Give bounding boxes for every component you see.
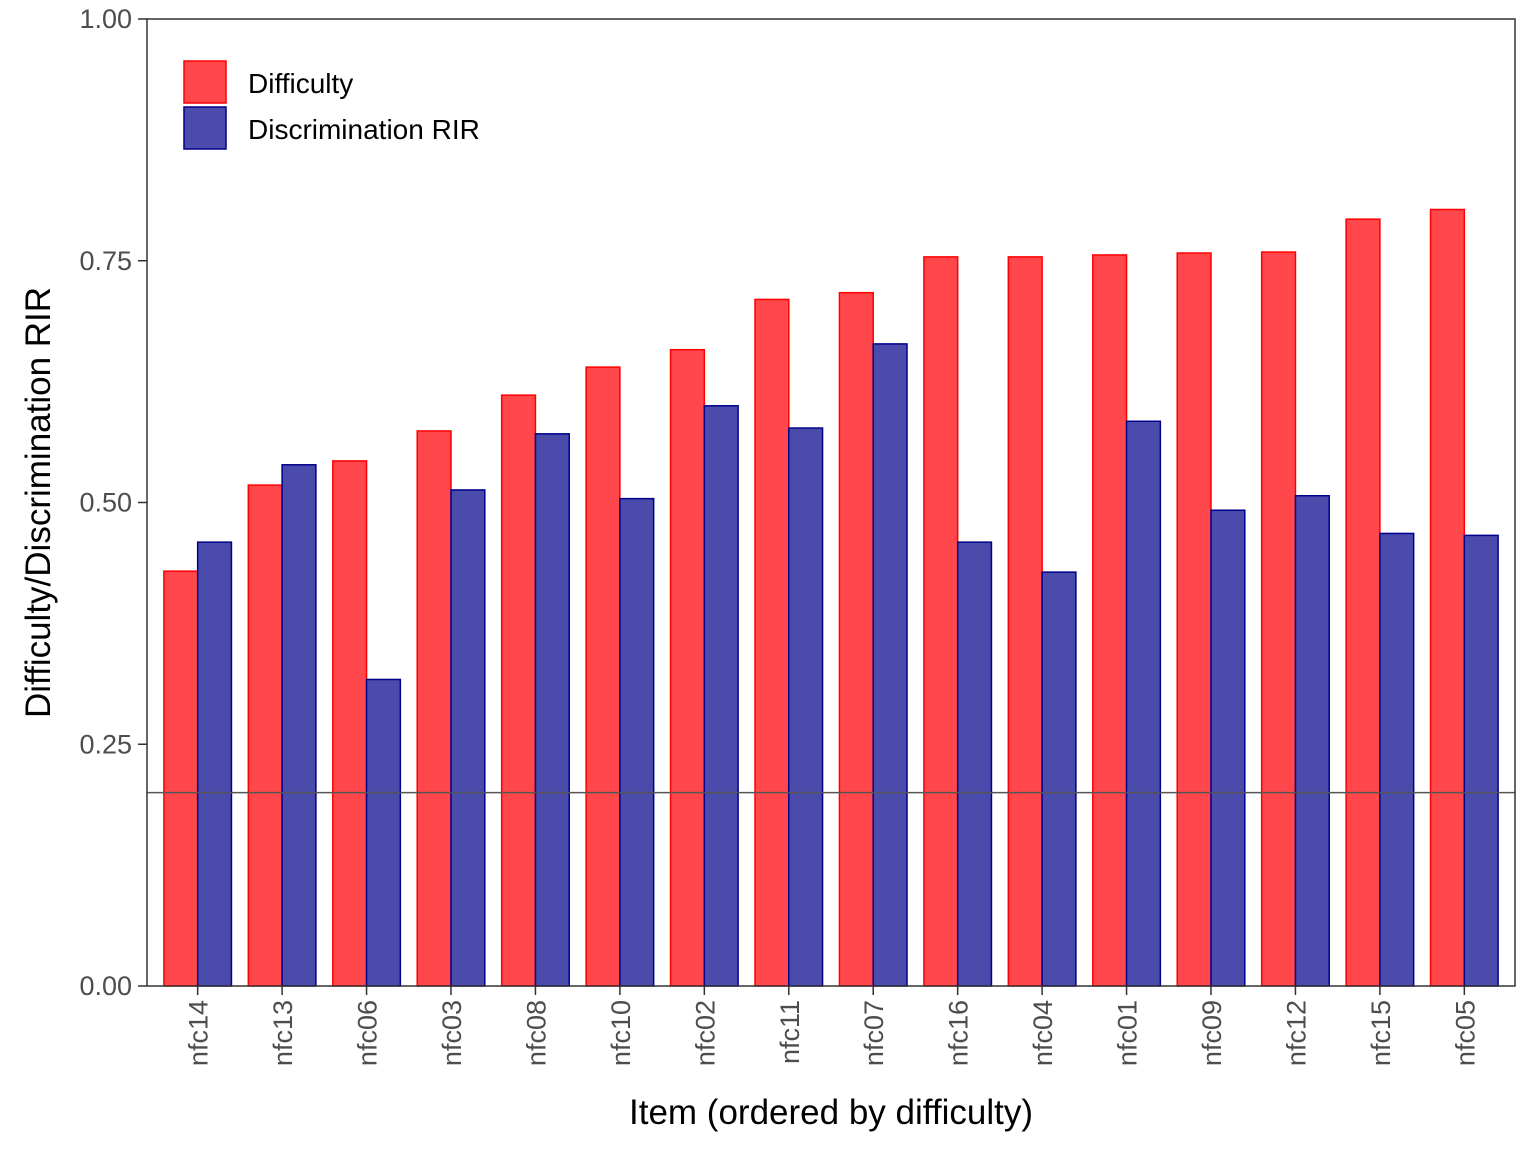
bar-difficulty-nfc08: [500, 394, 537, 987]
x-tick-label-nfc11: nfc11: [775, 1000, 805, 1064]
bar-discrimination-rir-nfc04: [1041, 571, 1077, 987]
x-tick-label-nfc14: nfc14: [184, 1000, 214, 1066]
x-axis: nfc14 nfc13 nfc06 nfc03 nfc08 nfc10 nfc02 nfc11…: [184, 986, 1480, 1066]
bar-difficulty-nfc14: [163, 570, 199, 987]
bar-discrimination-rir-nfc08: [534, 433, 570, 987]
x-tick-label-nfc16: nfc16: [944, 1000, 974, 1066]
x-tick-label-nfc09: nfc09: [1197, 1000, 1227, 1066]
bar-discrimination-rir-nfc02: [703, 405, 739, 987]
bar-difficulty-nfc04: [1007, 256, 1043, 987]
bar-discrimination-rir-nfc13: [281, 464, 317, 987]
x-tick-label-nfc03: nfc03: [437, 1000, 467, 1066]
bar-difficulty-nfc15: [1345, 218, 1381, 987]
bar-discrimination-rir-nfc15: [1379, 532, 1415, 987]
bar-discrimination-rir-nfc07: [872, 343, 908, 987]
bar-difficulty-nfc09: [1176, 252, 1212, 987]
legend-label-discrimination-rir: Discrimination RIR: [248, 114, 480, 145]
x-tick-label-nfc02: nfc02: [690, 1000, 720, 1066]
y-axis: 0.00 0.25 0.50 0.75 1.00: [79, 4, 147, 1001]
bar-difficulty-nfc16: [923, 256, 959, 987]
bar-difficulty-nfc10: [585, 366, 621, 987]
x-tick-label-nfc05: nfc05: [1450, 1000, 1480, 1066]
x-tick-label-nfc01: nfc01: [1113, 1000, 1143, 1066]
bar-discrimination-rir-nfc01: [1125, 420, 1162, 987]
bar-discrimination-rir-nfc12: [1294, 494, 1330, 987]
legend-swatch-difficulty: [183, 60, 227, 104]
x-axis-title: Item (ordered by difficulty): [629, 1093, 1033, 1132]
bar-difficulty-nfc12: [1260, 251, 1297, 987]
bars-layer: [163, 208, 1499, 987]
x-tick-label-nfc08: nfc08: [521, 1000, 551, 1066]
bar-difficulty-nfc07: [838, 291, 874, 987]
bar-difficulty-nfc03: [416, 430, 452, 987]
bar-discrimination-rir-nfc14: [196, 541, 233, 987]
bar-discrimination-rir-nfc05: [1463, 534, 1499, 987]
bar-discrimination-rir-nfc10: [619, 497, 655, 987]
y-axis-title: Difficulty/Discrimination RIR: [19, 287, 58, 718]
bar-discrimination-rir-nfc06: [365, 678, 402, 987]
x-tick-label-nfc07: nfc07: [859, 1000, 889, 1066]
y-tick-label: 0.50: [79, 488, 132, 518]
bar-discrimination-rir-nfc16: [956, 541, 993, 987]
y-tick-label: 0.75: [79, 246, 132, 276]
bar-difficulty-nfc01: [1092, 254, 1128, 987]
bar-difficulty-nfc05: [1429, 208, 1466, 987]
legend-swatch-discrimination-rir: [183, 106, 227, 150]
x-tick-label-nfc13: nfc13: [268, 1000, 298, 1066]
x-tick-label-nfc06: nfc06: [353, 1000, 383, 1066]
bar-difficulty-nfc11: [754, 298, 790, 987]
x-tick-label-nfc04: nfc04: [1028, 1000, 1058, 1066]
y-tick-label: 0.00: [79, 971, 132, 1001]
bar-discrimination-rir-nfc09: [1210, 509, 1246, 987]
x-tick-label-nfc10: nfc10: [606, 1000, 636, 1066]
legend-label-difficulty: Difficulty: [248, 68, 353, 99]
x-tick-label-nfc15: nfc15: [1366, 1000, 1396, 1066]
legend: Difficulty Discrimination RIR: [183, 60, 480, 150]
bar-difficulty-nfc06: [332, 460, 368, 987]
y-tick-label: 1.00: [79, 4, 132, 34]
y-tick-label: 0.25: [79, 729, 132, 759]
bar-difficulty-nfc13: [247, 484, 283, 987]
bar-difficulty-nfc02: [669, 348, 706, 987]
bar-discrimination-rir-nfc11: [788, 427, 824, 987]
bar-discrimination-rir-nfc03: [450, 489, 486, 987]
x-tick-label-nfc12: nfc12: [1281, 1000, 1311, 1066]
